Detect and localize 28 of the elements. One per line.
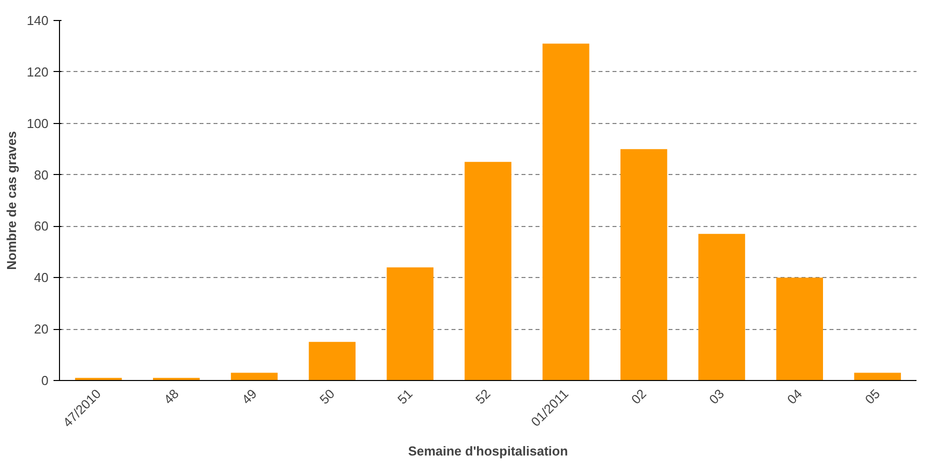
- y-tick-label: 0: [41, 373, 49, 388]
- bar: [776, 278, 824, 380]
- x-tick-label: 50: [316, 386, 338, 408]
- x-tick-label: 02: [628, 386, 650, 408]
- y-tick-label: 40: [34, 270, 49, 286]
- x-tick-label: 05: [862, 386, 883, 408]
- y-tick-label: 20: [34, 322, 49, 337]
- x-tick-label: 51: [394, 386, 416, 408]
- bar: [386, 267, 434, 380]
- x-tick-label: 49: [238, 386, 260, 408]
- bar: [464, 162, 512, 380]
- bar: [230, 372, 278, 380]
- y-tick-label: 140: [26, 13, 49, 28]
- y-axis-title: Nombre de cas graves: [4, 131, 19, 270]
- y-tick-label: 120: [26, 64, 49, 80]
- bar: [542, 44, 590, 380]
- x-tick-label: 04: [784, 386, 805, 408]
- x-tick-label: 03: [706, 386, 728, 408]
- x-tick-label: 48: [160, 386, 182, 408]
- y-tick-label: 60: [34, 218, 49, 234]
- bar: [698, 234, 746, 380]
- y-tick-label: 100: [26, 116, 49, 131]
- bar: [854, 372, 901, 380]
- bar: [620, 149, 668, 380]
- y-tick-label: 80: [34, 167, 49, 182]
- bar: [308, 342, 356, 380]
- x-axis-title: Semaine d'hospitalisation: [408, 443, 568, 458]
- x-tick-label: 52: [472, 386, 494, 408]
